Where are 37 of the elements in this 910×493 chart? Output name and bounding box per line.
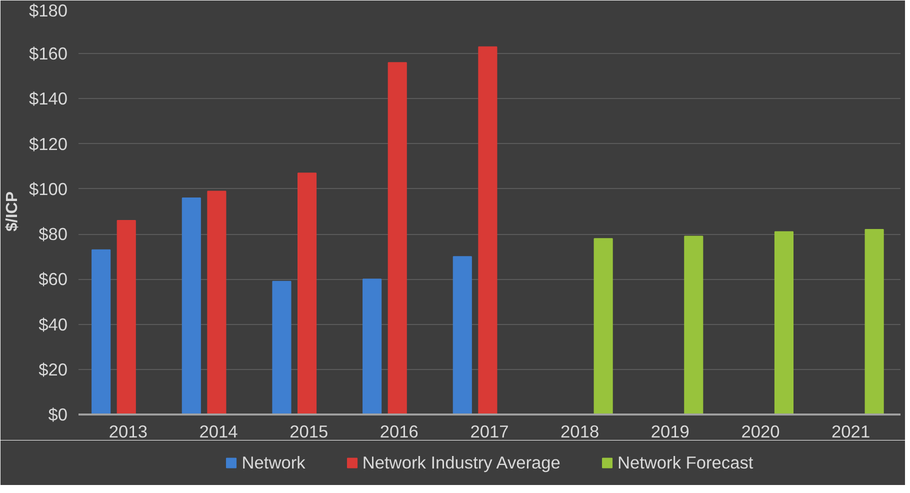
x-tick-label: 2016 [380, 422, 418, 442]
x-tick-label: 2017 [470, 422, 509, 442]
y-axis-title: $/ICP [4, 191, 21, 232]
x-tick-label: 2014 [199, 422, 238, 442]
x-tick-label: 2021 [832, 422, 870, 442]
y-tick-label: $40 [38, 314, 68, 334]
bar [298, 172, 317, 414]
y-tick-label: $60 [38, 269, 68, 290]
bar [388, 62, 407, 414]
bar [116, 220, 136, 414]
bar [478, 46, 498, 414]
x-tick-label: 2013 [108, 422, 148, 442]
y-tick-label: $120 [28, 134, 68, 154]
bar [452, 256, 472, 414]
y-tick-label: $100 [28, 178, 68, 199]
bar [182, 197, 201, 414]
x-tick-label: 2020 [741, 422, 780, 442]
bar [272, 280, 292, 414]
x-tick-label: 2015 [290, 422, 328, 442]
bar [864, 229, 884, 414]
y-tick-label: $160 [28, 44, 68, 64]
bar [92, 249, 111, 414]
y-tick-label: $180 [28, 0, 68, 20]
bar [684, 236, 704, 414]
legend-label: Network Industry Average [362, 452, 560, 473]
y-tick-label: $0 [48, 404, 68, 424]
bar [362, 278, 382, 414]
y-tick-label: $80 [38, 224, 68, 244]
legend-label: Network Forecast [617, 452, 754, 473]
y-tick-label: $140 [28, 88, 68, 109]
y-tick-label: $20 [38, 359, 68, 380]
bar [774, 231, 794, 414]
bar [594, 238, 613, 414]
legend-label: Network [242, 452, 306, 473]
bar [207, 190, 226, 414]
x-tick-label: 2019 [650, 422, 690, 442]
x-tick-label: 2018 [560, 422, 600, 442]
